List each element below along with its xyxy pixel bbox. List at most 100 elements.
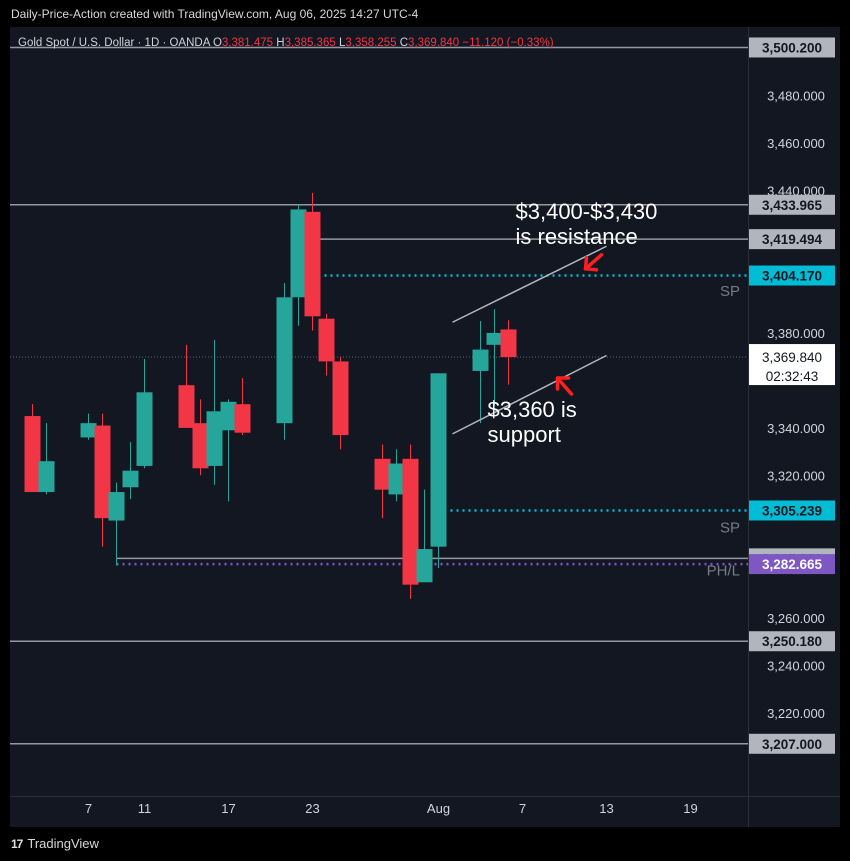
legend-symbol: Gold Spot / U.S. Dollar · 1D · OANDA (18, 37, 211, 49)
candle-body[interactable] (430, 373, 447, 547)
candle-body[interactable] (472, 349, 489, 371)
legend-close: 3,369.840 (408, 37, 459, 49)
price-tag-label: 3,250.180 (762, 634, 822, 649)
svg-text:Gold Spot / U.S. Dollar · 1D ·: Gold Spot / U.S. Dollar · 1D · OANDA O3,… (18, 37, 554, 49)
y-tick-label: 3,240.000 (767, 658, 825, 673)
candle-body[interactable] (318, 318, 335, 362)
legend-open: 3,381.475 (222, 37, 273, 49)
candle-body[interactable] (220, 401, 237, 431)
current-price-label: 3,369.840 (762, 350, 822, 365)
candle-body[interactable] (192, 423, 209, 469)
y-tick-label: 3,260.000 (767, 611, 825, 626)
price-tag[interactable] (749, 194, 835, 215)
candle-body[interactable] (304, 211, 321, 317)
legend-low: 3,358.255 (345, 37, 396, 49)
level-lines (10, 46, 748, 745)
price-tag[interactable] (749, 500, 835, 521)
candle-body[interactable] (94, 425, 111, 519)
candle-body[interactable] (374, 458, 391, 490)
price-tag-label: 3,433.965 (762, 198, 823, 213)
candle-body[interactable] (276, 297, 293, 424)
candle-body[interactable] (290, 209, 307, 298)
candle-body[interactable] (402, 458, 419, 585)
legend-high-label: H (276, 37, 284, 49)
y-tick-label: 3,380.000 (767, 326, 825, 341)
price-tag-label: 3,500.200 (762, 40, 822, 55)
price-tag-label: 3,207.000 (762, 737, 822, 752)
price-tag[interactable] (749, 631, 835, 652)
x-tick-label: 7 (85, 801, 92, 816)
x-tick-label: 13 (599, 801, 613, 816)
chart-area[interactable]: SP SP PH/L $3,400-$3,430 is resistance $3,360… (10, 27, 840, 827)
tradingview-brand[interactable]: 17 TradingView (11, 836, 99, 851)
y-tick-label: 3,480.000 (767, 88, 825, 103)
y-tick-label: 3,460.000 (767, 136, 825, 151)
current-price-tag[interactable] (749, 344, 835, 386)
support-arrowhead-icon (555, 376, 571, 391)
candle-body[interactable] (416, 549, 433, 583)
x-tick-label: 17 (221, 801, 235, 816)
y-tick-label: 3,440.000 (767, 183, 825, 198)
annotation-text: $3,400-$3,430 (516, 199, 658, 224)
price-tag-label: 3,404.170 (762, 269, 822, 284)
price-axis[interactable]: 3,480.000 3,460.000 3,440.000 3,380.000 3,34… (749, 37, 835, 754)
candle-body[interactable] (122, 470, 139, 488)
annotation-text: $3,360 is (488, 397, 577, 422)
price-tag[interactable] (749, 37, 835, 58)
legend-close-label: C (400, 37, 408, 49)
candles[interactable] (24, 192, 517, 599)
candle-body[interactable] (500, 329, 517, 358)
symbol-legend: Gold Spot / U.S. Dollar · 1D · OANDA O3,… (18, 37, 554, 49)
y-tick-label: 3,220.000 (767, 706, 825, 721)
price-tag[interactable] (749, 733, 835, 754)
countdown-label: 02:32:43 (766, 369, 819, 384)
x-tick-label: Aug (427, 801, 450, 816)
legend-high: 3,385.365 (285, 37, 336, 49)
candle-body[interactable] (80, 423, 97, 438)
annotation-text: support (488, 422, 561, 447)
price-tag[interactable] (749, 554, 835, 575)
candle-body[interactable] (206, 411, 223, 466)
x-tick-label: 19 (683, 801, 697, 816)
candle-body[interactable] (332, 361, 349, 436)
candle-body[interactable] (24, 416, 41, 493)
price-tag-label: 3,419.494 (762, 232, 823, 247)
price-tag-label: 3,282.665 (762, 557, 823, 572)
x-tick-label: 7 (519, 801, 526, 816)
price-tag[interactable] (749, 265, 835, 286)
candle-body[interactable] (486, 332, 503, 345)
level-marker-label: SP (720, 283, 740, 300)
price-tag-label: 3,305.239 (762, 503, 822, 518)
footer-bar: 17 TradingView (0, 827, 850, 861)
legend-low-label: L (339, 37, 346, 49)
resistance-arrow-icon (583, 253, 604, 271)
candle-body[interactable] (388, 463, 405, 495)
header-bar: Daily-Price-Action created with TradingV… (0, 0, 850, 27)
candle-body[interactable] (234, 404, 251, 433)
level-marker-label: SP (720, 519, 740, 536)
legend-open-label: O (213, 37, 222, 49)
channel (452, 245, 607, 435)
candle-body[interactable] (38, 461, 55, 493)
brand-name: TradingView (27, 836, 99, 851)
legend-change: −11.120 (−0.33%) (462, 37, 553, 49)
candle-body[interactable] (178, 385, 195, 428)
channel-upper-line (452, 245, 607, 323)
channel-lower-line (452, 354, 607, 435)
candle-body[interactable] (108, 492, 125, 521)
annotation-text: is resistance (516, 224, 638, 249)
tradingview-logo-icon: 17 (11, 836, 23, 851)
y-tick-label: 3,320.000 (767, 468, 825, 483)
support-arrow-icon (555, 376, 574, 396)
y-tick-label: 3,340.000 (767, 421, 825, 436)
resistance-arrowhead-icon (583, 256, 599, 272)
header-text: Daily-Price-Action created with TradingV… (11, 7, 419, 21)
price-tag[interactable] (749, 229, 835, 250)
level-marker-label: PH/L (707, 563, 740, 580)
x-tick-label: 23 (305, 801, 319, 816)
time-axis[interactable]: 7 11 17 23 Aug 7 13 19 (85, 801, 698, 816)
candle-body[interactable] (136, 392, 153, 466)
x-tick-label: 11 (138, 801, 152, 816)
